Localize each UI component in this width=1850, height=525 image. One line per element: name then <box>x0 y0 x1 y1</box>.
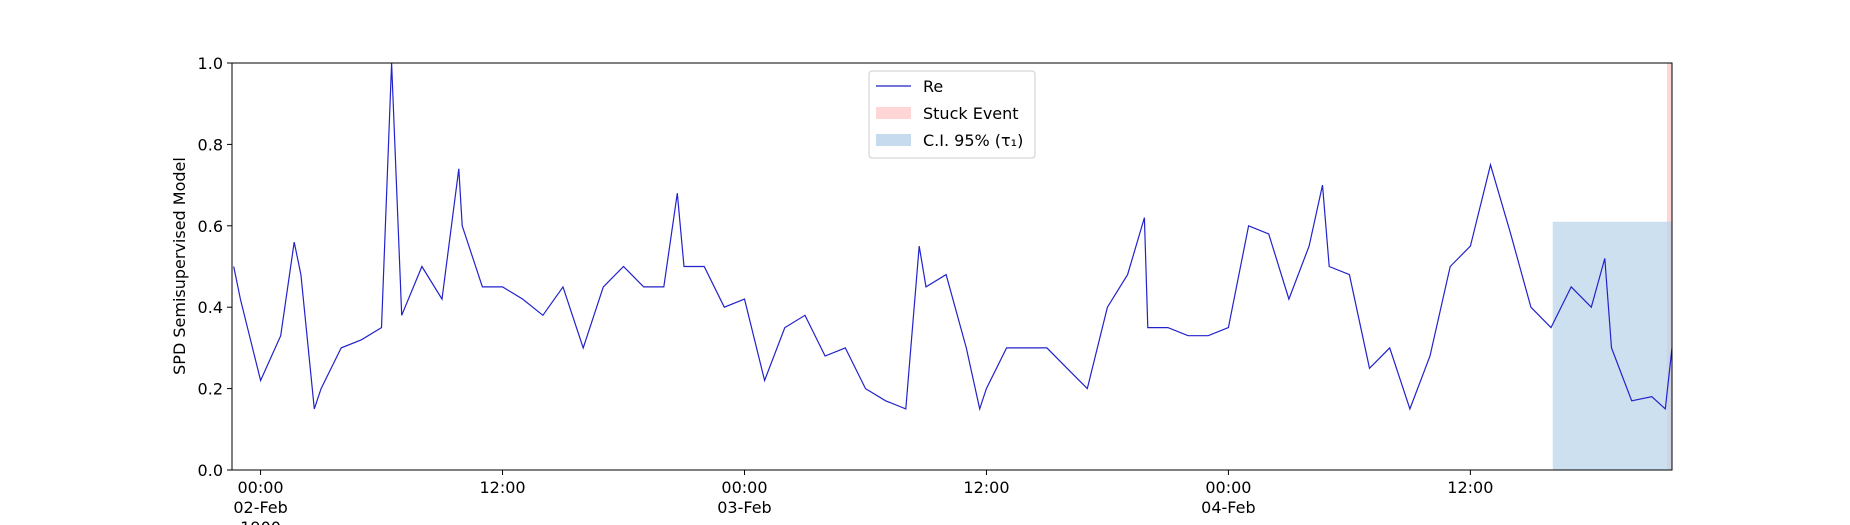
x-tick-label: 00:00 03-Feb <box>717 478 771 517</box>
legend-label: Stuck Event <box>923 104 1019 123</box>
x-tick-label: 00:00 04-Feb <box>1201 478 1255 517</box>
line <box>233 62 1673 412</box>
y-tick-label: 0.2 <box>198 380 223 399</box>
y-tick-label: 0.4 <box>198 298 223 317</box>
x-tick-label: 12:00 <box>479 478 525 497</box>
plot-frame <box>231 62 1673 471</box>
legend-label: Re <box>923 77 943 96</box>
legend: Re Stuck Event C.I. 95% (τ₁) <box>868 70 1036 159</box>
legend-swatch <box>876 134 911 146</box>
y-tick-label: 1.0 <box>198 54 223 73</box>
y-tick-label: 0.6 <box>198 217 223 236</box>
legend-label: C.I. 95% (τ₁) <box>923 131 1023 150</box>
band <box>1552 221 1672 470</box>
x-tick-label: 12:00 <box>963 478 1009 497</box>
y-tick-label: 0.8 <box>198 135 223 154</box>
x-tick-label: 12:00 <box>1447 478 1493 497</box>
y-tick-label: 0.0 <box>198 461 223 480</box>
y-axis-label: SPD Semisupervised Model <box>170 157 189 375</box>
legend-swatch <box>876 107 911 119</box>
